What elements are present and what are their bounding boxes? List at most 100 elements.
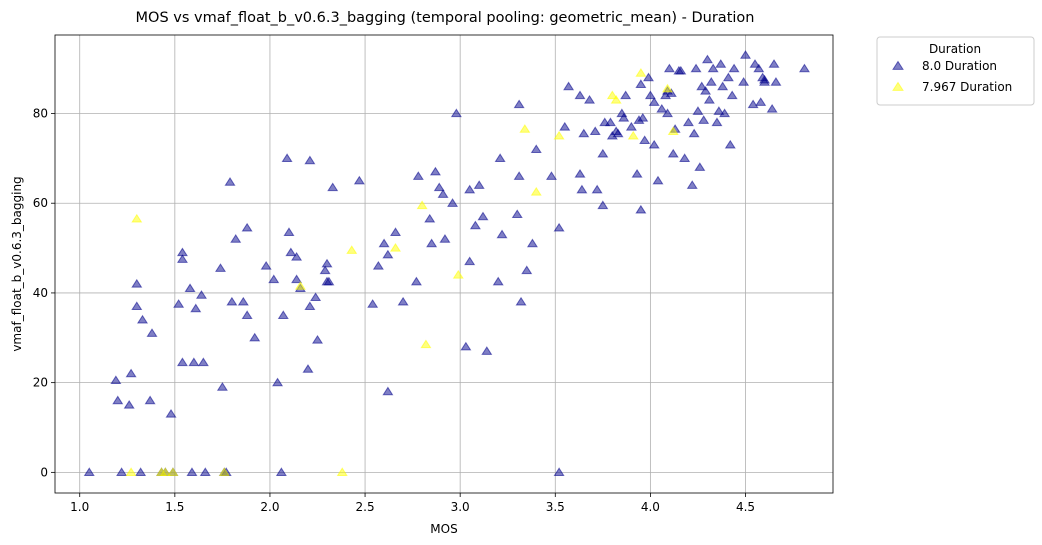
data-point-series-1	[494, 153, 506, 162]
data-point-series-1	[291, 274, 303, 284]
data-point-series-1	[798, 63, 810, 73]
data-point-series-1	[724, 139, 736, 149]
data-point-series-1	[700, 85, 712, 95]
data-point-series-1	[241, 222, 253, 232]
data-point-series-1	[275, 467, 287, 476]
data-point-series-1	[574, 90, 586, 100]
data-point-series-1	[576, 184, 588, 194]
data-point-series-1	[464, 256, 476, 266]
data-point-series-1	[739, 50, 752, 59]
data-point-series-1	[574, 168, 586, 178]
data-point-series-1	[705, 77, 717, 86]
data-point-series-2	[389, 243, 402, 252]
data-point-series-1	[661, 108, 674, 118]
data-point-series-1	[186, 467, 198, 476]
data-point-series-2	[346, 245, 358, 254]
grid-lines	[55, 35, 833, 493]
data-point-series-2	[167, 467, 179, 476]
data-point-series-1	[663, 63, 675, 73]
data-point-series-2	[294, 281, 306, 290]
data-point-series-1	[367, 299, 379, 308]
data-point-series-1	[389, 227, 402, 236]
data-point-series-1	[272, 377, 284, 387]
data-point-series-1	[447, 198, 459, 207]
data-point-series-1	[469, 220, 481, 230]
data-point-series-1	[199, 467, 211, 476]
data-point-series-1	[753, 63, 765, 73]
data-point-series-1	[694, 162, 706, 171]
data-point-series-2	[218, 467, 230, 476]
data-point-series-1	[589, 126, 601, 136]
data-point-series-1	[625, 121, 637, 131]
data-point-series-2	[635, 68, 647, 77]
data-point-series-1	[372, 260, 384, 270]
data-point-series-2	[125, 467, 137, 476]
data-point-series-1	[304, 155, 316, 165]
legend: Duration 8.0 Duration 7.967 Duration	[876, 36, 1035, 106]
data-point-series-1	[559, 121, 571, 131]
data-point-series-1	[382, 249, 394, 259]
data-point-series-1	[747, 99, 759, 109]
data-point-series-1	[637, 112, 649, 122]
data-point-series-1	[378, 238, 390, 248]
data-point-series-1	[429, 166, 441, 176]
data-point-series-1	[713, 106, 725, 115]
data-point-series-1	[110, 375, 122, 385]
data-point-series-1	[656, 103, 668, 113]
data-point-series-1	[439, 234, 451, 243]
data-point-series-1	[620, 90, 632, 100]
data-point-series-1	[173, 299, 185, 308]
data-point-series-1	[131, 301, 143, 310]
data-point-series-1	[715, 59, 727, 68]
data-point-series-1	[473, 180, 485, 189]
data-point-series-1	[460, 341, 472, 351]
data-point-series-1	[135, 467, 147, 476]
data-point-series-1	[701, 54, 713, 64]
data-point-series-1	[214, 263, 227, 272]
data-point-series-1	[353, 175, 365, 185]
x-axis-ticks: 1.0 1.5 2.0 2.5 3.0 3.5 4.0 4.5	[70, 493, 755, 514]
data-point-series-2	[336, 467, 348, 476]
data-point-series-1	[216, 382, 228, 391]
x-tick-label: 1.5	[165, 500, 184, 514]
data-point-series-1	[759, 77, 771, 86]
data-point-series-1	[766, 103, 778, 113]
x-axis-title: MOS	[430, 522, 457, 536]
data-point-series-1	[492, 276, 504, 286]
data-point-series-1	[749, 59, 761, 68]
data-point-series-1	[426, 238, 438, 248]
x-tick-label: 1.0	[70, 500, 89, 514]
data-point-series-1	[584, 94, 596, 104]
data-point-series-1	[682, 117, 694, 127]
data-point-series-1	[688, 128, 700, 138]
data-point-series-1	[770, 77, 782, 86]
data-point-series-1	[648, 139, 660, 149]
data-point-series-1	[597, 148, 609, 158]
data-point-series-1	[424, 213, 436, 223]
data-point-series-1	[260, 260, 272, 270]
data-point-series-2	[416, 200, 428, 210]
data-point-series-2	[452, 269, 464, 279]
data-point-series-1	[553, 222, 565, 232]
data-point-series-1	[195, 290, 207, 299]
data-point-series-1	[513, 99, 525, 109]
data-point-series-1	[146, 328, 158, 337]
data-point-series-1	[667, 148, 679, 158]
data-point-series-1	[665, 88, 677, 97]
data-point-series-1	[136, 314, 149, 324]
data-point-series-1	[397, 296, 409, 306]
data-point-series-1	[165, 408, 177, 418]
data-point-series-1	[237, 296, 249, 306]
data-point-series-1	[323, 276, 335, 286]
data-point-series-1	[707, 63, 719, 73]
data-point-series-1	[686, 180, 698, 189]
data-point-series-1	[190, 303, 202, 313]
y-tick-label: 40	[33, 286, 48, 300]
x-tick-label: 4.0	[641, 500, 660, 514]
x-tick-label: 3.5	[546, 500, 565, 514]
data-point-series-1	[738, 77, 750, 86]
data-point-series-1	[755, 97, 767, 106]
data-point-series-1	[291, 251, 303, 261]
data-point-series-1	[131, 278, 143, 288]
